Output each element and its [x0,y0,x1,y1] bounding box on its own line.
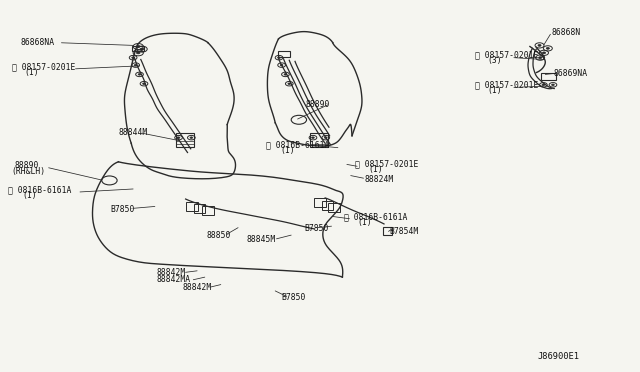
Circle shape [543,52,545,54]
Circle shape [177,137,180,138]
Circle shape [284,74,287,75]
Bar [194,204,205,213]
Text: 88842MA: 88842MA [157,275,191,284]
Bar [383,227,392,235]
Circle shape [288,83,291,84]
Text: 86868NA: 86868NA [20,38,54,47]
Text: 86868N: 86868N [552,28,581,37]
Text: 86869NA: 86869NA [554,69,588,78]
Bar [176,133,194,147]
Text: Ⓑ 08157-0201E: Ⓑ 08157-0201E [355,159,419,168]
Circle shape [136,45,140,48]
Text: 88890: 88890 [14,161,38,170]
Text: B7854M: B7854M [389,227,419,236]
Text: 88890: 88890 [305,100,330,109]
Bar [314,198,326,207]
Text: 88842M: 88842M [157,268,186,277]
Text: (1): (1) [488,86,502,95]
Circle shape [547,48,549,49]
Bar [278,51,290,57]
Circle shape [132,57,134,58]
Text: (1): (1) [24,68,39,77]
Circle shape [552,84,554,86]
Bar [310,133,328,147]
Text: Ⓑ 08157-0201E: Ⓑ 08157-0201E [475,51,538,60]
Text: (3): (3) [488,56,502,65]
Text: Ⓑ 0816B-6161A: Ⓑ 0816B-6161A [344,212,408,221]
Circle shape [138,74,141,75]
Text: (RH&LH): (RH&LH) [12,167,45,176]
Circle shape [324,137,327,138]
Circle shape [538,45,541,46]
Text: Ⓑ 08157-0201E: Ⓑ 08157-0201E [475,80,538,89]
Text: 88824M: 88824M [365,175,394,184]
Circle shape [280,64,283,66]
Bar [186,202,198,211]
Bar [328,203,340,212]
Text: (1): (1) [357,218,372,227]
Circle shape [134,64,137,66]
Circle shape [140,48,144,50]
Text: 88842M: 88842M [182,283,212,292]
Text: J86900E1: J86900E1 [538,352,580,361]
Text: 88844M: 88844M [118,128,148,137]
Text: Ⓑ 0816B-6161A: Ⓑ 0816B-6161A [8,185,71,194]
Text: 88850: 88850 [206,231,230,240]
Text: B7850: B7850 [304,224,328,233]
Bar [202,206,214,215]
Text: Ⓡ 0816B-6161A: Ⓡ 0816B-6161A [266,141,329,150]
Circle shape [190,137,193,138]
Circle shape [278,57,280,58]
Text: (1): (1) [280,146,295,155]
Text: B7850: B7850 [282,293,306,302]
Circle shape [136,52,140,54]
Circle shape [143,83,145,84]
Text: 88845M: 88845M [246,235,276,244]
Text: (1): (1) [22,191,37,200]
Bar [322,201,333,210]
Bar [541,73,556,80]
Bar [132,46,144,51]
Text: Ⓑ 08157-0201E: Ⓑ 08157-0201E [12,62,75,71]
Text: (1): (1) [368,165,383,174]
Circle shape [312,137,314,138]
Text: B7850: B7850 [111,205,135,214]
Circle shape [542,84,545,86]
Circle shape [539,57,541,58]
